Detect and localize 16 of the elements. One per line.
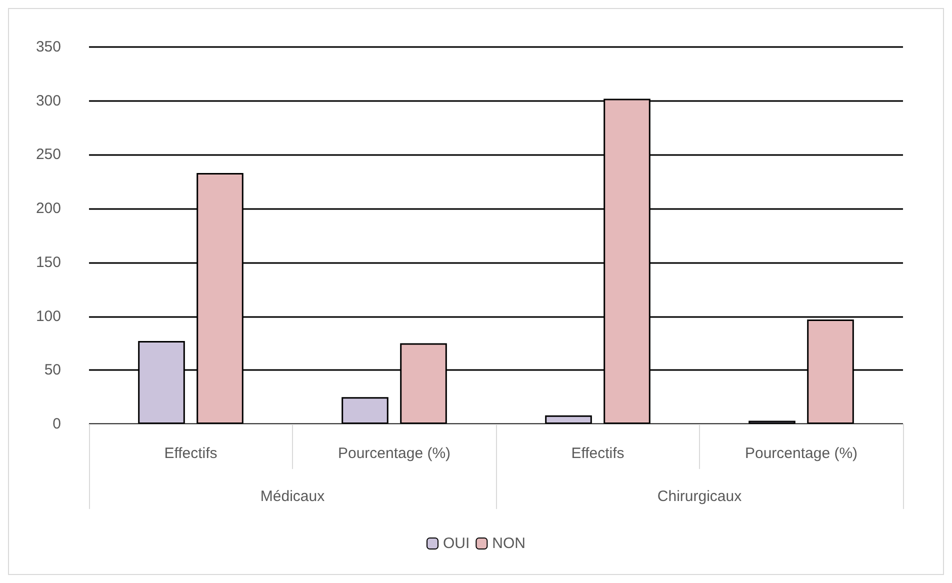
legend-label: OUI: [443, 535, 470, 552]
y-tick-label: 100: [36, 308, 61, 325]
y-tick-label: 350: [36, 38, 61, 56]
y-tick-label: 200: [36, 200, 61, 218]
y-tick-label: 0: [52, 416, 61, 432]
y-tick-label: 50: [44, 362, 61, 379]
x-tick-label: Pourcentage (%): [744, 445, 858, 462]
legend-label: NON: [492, 535, 526, 552]
text: Chirurgicaux: [657, 488, 742, 505]
y-tick-label: 300: [36, 92, 61, 110]
text: Médicaux: [260, 488, 326, 505]
x-tick-label: Pourcentage (%): [338, 445, 451, 462]
y-tick-label: 150: [36, 254, 61, 271]
x-tick-label: Effectifs: [164, 445, 218, 462]
x-tick-label: Effectifs: [571, 445, 624, 462]
y-tick-label: 250: [36, 146, 61, 164]
